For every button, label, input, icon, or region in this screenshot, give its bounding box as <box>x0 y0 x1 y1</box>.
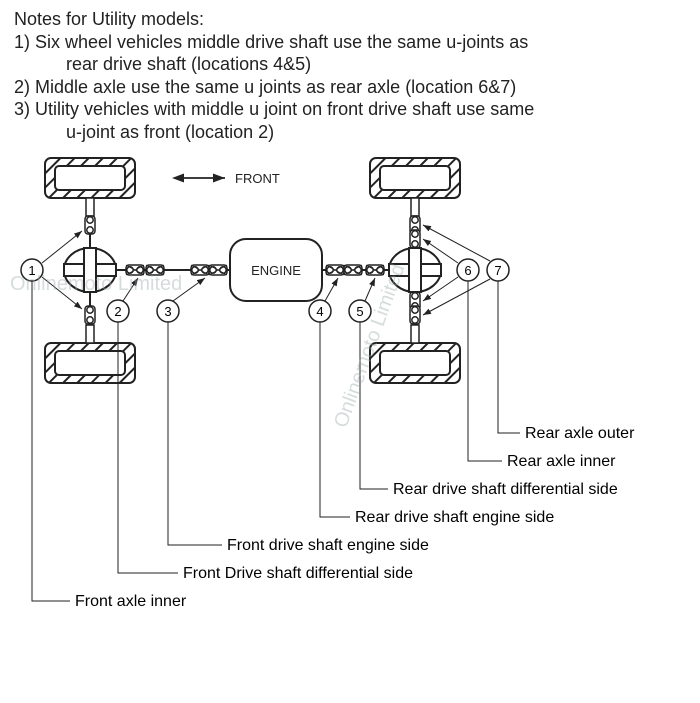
notes-item-1a: 1) Six wheel vehicles middle drive shaft… <box>14 31 686 54</box>
label-rear-axle-outer: Rear axle outer <box>525 425 635 442</box>
tire-rear-left <box>370 158 460 198</box>
diagram: Onlinemoto Limited Onlinemoto Limited <box>0 143 700 703</box>
callout-2: 2 <box>107 300 129 322</box>
tire-front-left <box>45 158 135 198</box>
notes-block: Notes for Utility models: 1) Six wheel v… <box>0 0 700 143</box>
callout-4: 4 <box>309 300 331 322</box>
tire-rear-right <box>370 343 460 383</box>
label-rear-axle-inner: Rear axle inner <box>507 453 616 470</box>
label-rear-diff-side: Rear drive shaft differential side <box>393 481 618 498</box>
callout-7: 7 <box>487 259 509 281</box>
svg-text:3: 3 <box>164 304 171 319</box>
svg-text:7: 7 <box>494 263 501 278</box>
svg-text:1: 1 <box>28 263 35 278</box>
tire-front-right <box>45 343 135 383</box>
callout-3: 3 <box>157 300 179 322</box>
callout-5: 5 <box>349 300 371 322</box>
notes-item-1b: rear drive shaft (locations 4&5) <box>14 53 686 76</box>
label-front-engine-side: Front drive shaft engine side <box>227 537 429 554</box>
svg-text:2: 2 <box>114 304 121 319</box>
front-differential <box>64 248 116 292</box>
notes-heading: Notes for Utility models: <box>14 8 686 31</box>
svg-text:4: 4 <box>316 304 323 319</box>
rear-differential <box>389 248 441 292</box>
label-front-axle-inner: Front axle inner <box>75 593 187 610</box>
svg-text:5: 5 <box>356 304 363 319</box>
schematic-svg: ENGINE FRONT 1 2 3 4 5 6 7 <box>0 143 700 703</box>
callout-1: 1 <box>21 259 43 281</box>
notes-item-3b: u-joint as front (location 2) <box>14 121 686 144</box>
notes-item-3a: 3) Utility vehicles with middle u joint … <box>14 98 686 121</box>
label-front-diff-side: Front Drive shaft differential side <box>183 565 413 582</box>
engine-label: ENGINE <box>251 263 301 278</box>
notes-item-2: 2) Middle axle use the same u joints as … <box>14 76 686 99</box>
label-rear-engine-side: Rear drive shaft engine side <box>355 509 554 526</box>
callout-6: 6 <box>457 259 479 281</box>
svg-text:6: 6 <box>464 263 471 278</box>
front-label: FRONT <box>235 171 280 186</box>
